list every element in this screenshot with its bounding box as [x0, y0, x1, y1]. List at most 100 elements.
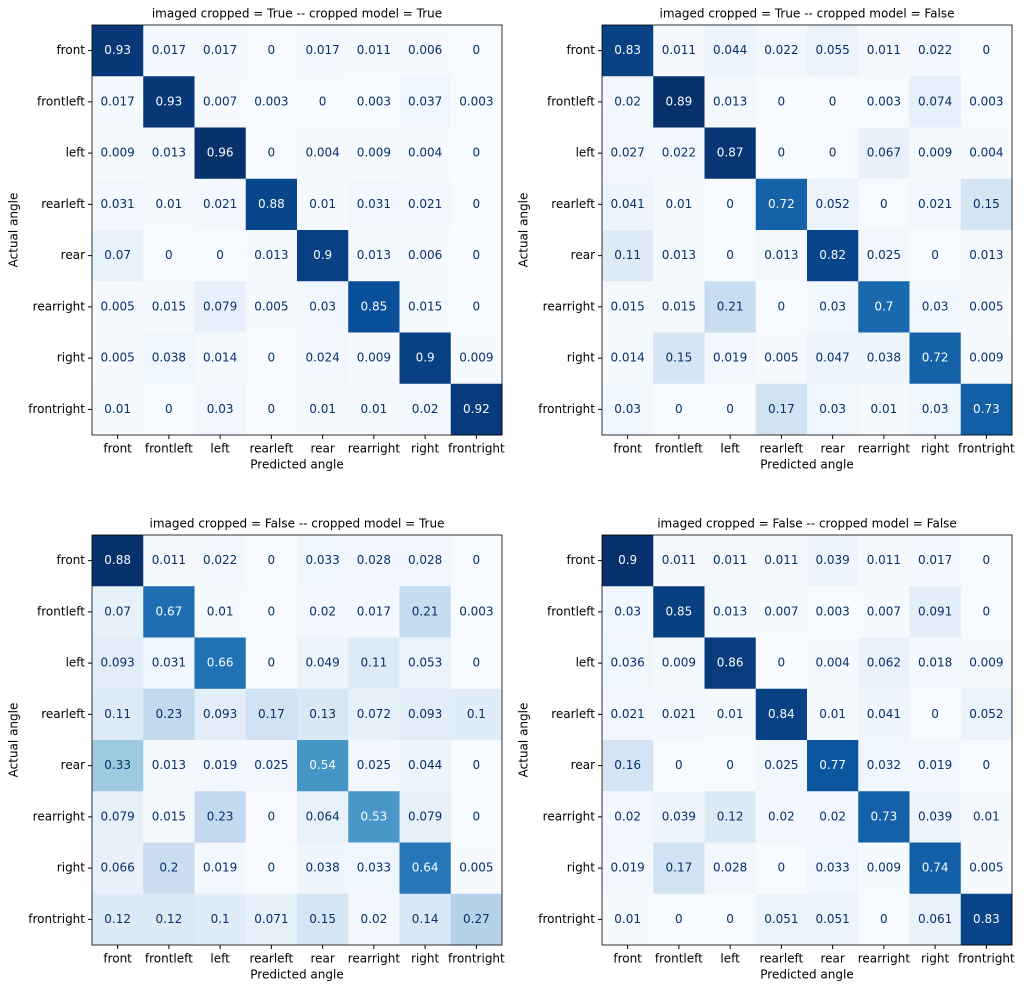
- cell-label: 0.039: [815, 553, 849, 567]
- x-tick-label: right: [921, 442, 949, 456]
- heatmap-cell: [653, 230, 705, 282]
- heatmap-cell: [348, 688, 400, 741]
- cell-label: 0.07: [104, 248, 131, 262]
- cell-label: 0.039: [918, 809, 952, 823]
- heatmap-cell: [602, 230, 654, 282]
- cell-label: 0.047: [815, 351, 849, 365]
- heatmap-cell: [909, 688, 962, 741]
- cell-label: 0.093: [203, 707, 237, 721]
- heatmap-cell: [245, 637, 298, 690]
- y-axis-label: Actual angle: [517, 193, 531, 268]
- heatmap-cell: [704, 586, 757, 638]
- heatmap-cell: [858, 740, 910, 792]
- heatmap-cell: [143, 842, 195, 895]
- heatmap-cell: [297, 586, 349, 638]
- heatmap-cell: [653, 178, 705, 231]
- heatmap-cell: [245, 332, 298, 385]
- heatmap-cell: [245, 25, 298, 77]
- heatmap-cell: [399, 637, 452, 690]
- y-tick-label: rearleft: [41, 707, 85, 721]
- cell-label: 0.88: [258, 197, 285, 211]
- heatmap-cell: [399, 230, 452, 282]
- cell-label: 0.091: [918, 604, 952, 618]
- cell-label: 0.032: [867, 758, 901, 772]
- heatmap-cell: [297, 637, 349, 690]
- cell-label: 0.01: [361, 402, 388, 416]
- cell-label: 0.022: [918, 43, 952, 57]
- cell-label: 0: [473, 809, 481, 823]
- x-tick-label: rearleft: [249, 442, 293, 456]
- cell-label: 0.02: [412, 402, 439, 416]
- cell-label: 0.7: [874, 299, 893, 313]
- cell-label: 0.23: [156, 707, 183, 721]
- heatmap-cell: [399, 281, 452, 333]
- heatmap-cell: [653, 740, 705, 792]
- cell-label: 0: [983, 553, 991, 567]
- cell-label: 0: [165, 402, 173, 416]
- heatmap-cell: [245, 842, 298, 895]
- cell-label: 0.15: [309, 912, 336, 926]
- cell-label: 0.87: [717, 146, 744, 160]
- cell-label: 0.044: [408, 758, 442, 772]
- heatmap-cell: [755, 893, 808, 946]
- heatmap-cell: [297, 740, 349, 792]
- cell-label: 0.093: [100, 656, 134, 670]
- heatmap-cell: [92, 332, 144, 385]
- heatmap-cell: [348, 383, 400, 436]
- cell-label: 0.015: [152, 809, 186, 823]
- cell-label: 0.72: [922, 351, 949, 365]
- heatmap-cell: [245, 791, 298, 843]
- heatmap-cell: [297, 688, 349, 741]
- heatmap-cell: [602, 688, 654, 741]
- heatmap-cell: [960, 76, 1013, 128]
- heatmap-cell: [755, 127, 808, 180]
- heatmap-cell: [807, 842, 859, 895]
- cell-label: 0.003: [459, 604, 493, 618]
- heatmap-cell: [704, 178, 757, 231]
- heatmap-cell: [399, 740, 452, 792]
- heatmap-cell: [960, 127, 1013, 180]
- cell-label: 0.15: [973, 197, 1000, 211]
- heatmap-cell: [450, 637, 503, 690]
- heatmap-cell: [297, 230, 349, 282]
- heatmap-cell: [704, 281, 757, 333]
- heatmap-cell: [960, 281, 1013, 333]
- cell-label: 0.093: [408, 707, 442, 721]
- cell-label: 0.017: [357, 604, 391, 618]
- cell-label: 0.02: [614, 94, 641, 108]
- heatmap-cell: [602, 76, 654, 128]
- heatmap-cell: [194, 791, 247, 843]
- heatmap-cell: [143, 383, 195, 436]
- heatmap-cell: [960, 740, 1013, 792]
- cell-label: 0.85: [666, 604, 693, 618]
- cell-label: 0: [880, 197, 888, 211]
- cell-label: 0.93: [104, 43, 131, 57]
- cell-label: 0.9: [416, 351, 435, 365]
- cell-label: 0.01: [819, 707, 846, 721]
- cell-label: 0.022: [662, 146, 696, 160]
- cell-label: 0: [268, 351, 276, 365]
- heatmap-cell: [450, 76, 503, 128]
- cell-label: 0.16: [614, 758, 641, 772]
- cell-label: 0.019: [203, 758, 237, 772]
- heatmap-cell: [92, 25, 144, 77]
- cell-label: 0.005: [969, 861, 1003, 875]
- heatmap-cell: [807, 332, 859, 385]
- cell-label: 0.83: [614, 43, 641, 57]
- x-tick-label: left: [720, 442, 740, 456]
- heatmap-cell: [755, 535, 808, 587]
- cell-label: 0.03: [614, 604, 641, 618]
- x-tick-label: right: [411, 952, 439, 966]
- heatmap-cell: [960, 25, 1013, 77]
- cell-label: 0.01: [717, 707, 744, 721]
- cell-label: 0.01: [871, 402, 898, 416]
- heatmap-cell: [960, 688, 1013, 741]
- heatmap-cell: [602, 842, 654, 895]
- heatmap-cell: [450, 230, 503, 282]
- heatmap-cell: [92, 281, 144, 333]
- heatmap-cell: [194, 25, 247, 77]
- cell-label: 0.83: [973, 912, 1000, 926]
- cell-label: 0.004: [408, 146, 442, 160]
- cell-label: 0.005: [459, 861, 493, 875]
- cell-label: 0.041: [867, 707, 901, 721]
